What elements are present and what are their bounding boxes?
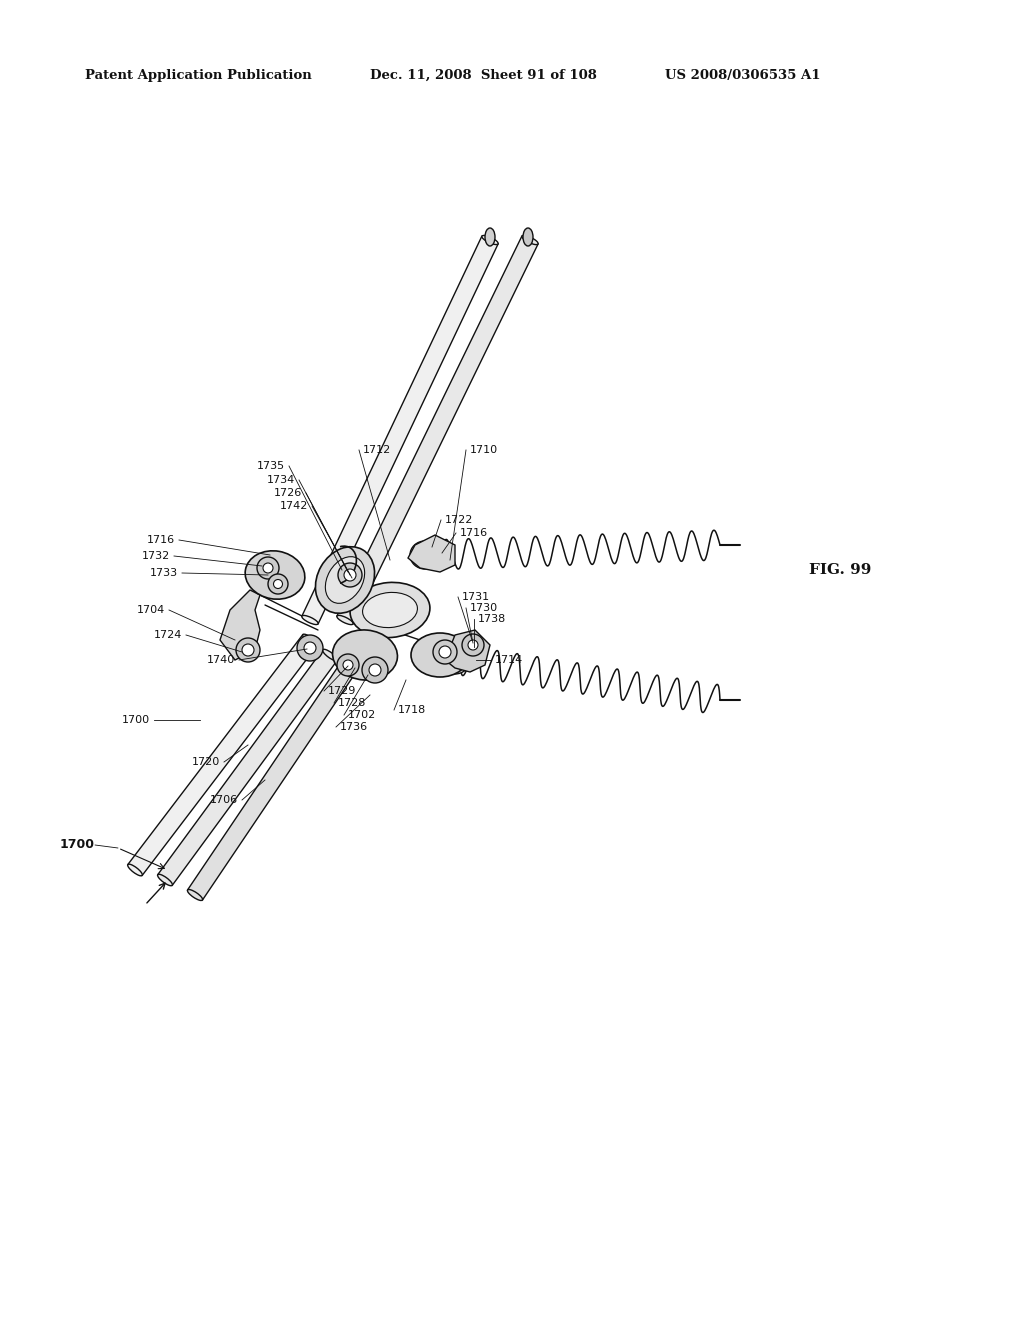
Circle shape: [236, 638, 260, 663]
Circle shape: [462, 634, 484, 656]
Text: FIG. 99: FIG. 99: [809, 564, 871, 577]
Circle shape: [433, 640, 457, 664]
Ellipse shape: [245, 550, 305, 599]
Ellipse shape: [337, 615, 353, 624]
Text: 1704: 1704: [137, 605, 165, 615]
Ellipse shape: [323, 649, 338, 661]
Text: 1730: 1730: [470, 603, 498, 612]
Text: 1720: 1720: [191, 756, 220, 767]
Ellipse shape: [302, 615, 318, 624]
Ellipse shape: [485, 228, 495, 246]
Text: 1728: 1728: [338, 698, 367, 708]
Text: 1726: 1726: [273, 488, 302, 498]
Circle shape: [369, 664, 381, 676]
Text: 1710: 1710: [470, 445, 498, 455]
Text: 1714: 1714: [495, 655, 523, 665]
Circle shape: [297, 635, 323, 661]
Text: Dec. 11, 2008  Sheet 91 of 108: Dec. 11, 2008 Sheet 91 of 108: [370, 69, 597, 82]
Ellipse shape: [411, 634, 469, 677]
Text: 1700: 1700: [122, 715, 150, 725]
Ellipse shape: [342, 660, 357, 671]
Circle shape: [257, 557, 279, 579]
Text: 1735: 1735: [257, 461, 285, 471]
Ellipse shape: [315, 546, 375, 614]
Polygon shape: [445, 630, 490, 672]
Ellipse shape: [350, 582, 430, 638]
Text: 1742: 1742: [280, 502, 308, 511]
Polygon shape: [302, 236, 498, 624]
Text: 1716: 1716: [146, 535, 175, 545]
Text: 1722: 1722: [445, 515, 473, 525]
Polygon shape: [220, 590, 260, 660]
Circle shape: [468, 640, 478, 649]
Polygon shape: [158, 649, 337, 886]
Text: Patent Application Publication: Patent Application Publication: [85, 69, 311, 82]
Circle shape: [304, 642, 316, 653]
Circle shape: [268, 574, 288, 594]
Polygon shape: [408, 535, 455, 572]
Polygon shape: [187, 660, 357, 900]
Ellipse shape: [303, 634, 317, 645]
Ellipse shape: [410, 541, 440, 569]
Ellipse shape: [481, 235, 499, 244]
Ellipse shape: [362, 593, 418, 627]
Circle shape: [416, 546, 434, 564]
Text: 1706: 1706: [210, 795, 238, 805]
Circle shape: [273, 579, 283, 589]
Text: US 2008/0306535 A1: US 2008/0306535 A1: [665, 69, 820, 82]
Ellipse shape: [333, 630, 397, 680]
Text: 1740: 1740: [207, 655, 234, 665]
Text: 1736: 1736: [340, 722, 368, 733]
Text: 1738: 1738: [478, 614, 506, 624]
Text: 1732: 1732: [141, 550, 170, 561]
Ellipse shape: [187, 890, 203, 900]
Circle shape: [263, 564, 273, 573]
Circle shape: [439, 645, 451, 657]
Text: 1718: 1718: [398, 705, 426, 715]
Circle shape: [337, 653, 359, 676]
Circle shape: [343, 660, 353, 671]
Polygon shape: [128, 635, 317, 875]
Text: 1733: 1733: [150, 568, 178, 578]
Ellipse shape: [158, 874, 172, 886]
Polygon shape: [337, 236, 538, 624]
Ellipse shape: [326, 557, 365, 603]
Ellipse shape: [523, 228, 534, 246]
Text: 1700: 1700: [60, 838, 95, 851]
Text: 1729: 1729: [328, 686, 356, 696]
Text: 1731: 1731: [462, 591, 490, 602]
Text: 1734: 1734: [266, 475, 295, 484]
Circle shape: [242, 644, 254, 656]
Circle shape: [338, 564, 362, 587]
Text: 1724: 1724: [154, 630, 182, 640]
Text: 1702: 1702: [348, 710, 376, 719]
Text: 1712: 1712: [362, 445, 391, 455]
Ellipse shape: [522, 235, 539, 244]
Ellipse shape: [440, 645, 470, 675]
Circle shape: [362, 657, 388, 682]
Ellipse shape: [128, 865, 142, 876]
Text: 1716: 1716: [460, 528, 488, 539]
Circle shape: [446, 651, 464, 669]
Circle shape: [344, 569, 356, 581]
